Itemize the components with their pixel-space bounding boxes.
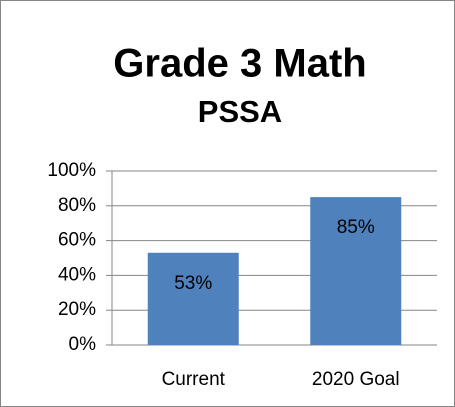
y-tick-label: 0% (69, 334, 97, 355)
chart-title: Grade 3 Math (113, 42, 366, 86)
bar (310, 197, 402, 345)
y-tick-label: 60% (58, 230, 96, 251)
x-tick-label: Current (162, 369, 226, 390)
y-tick-label: 40% (58, 264, 96, 285)
y-tick-label: 80% (58, 195, 96, 216)
value-label: 85% (337, 217, 375, 238)
value-label: 53% (174, 273, 212, 294)
y-tick-label: 100% (47, 160, 96, 181)
y-tick-label: 20% (58, 299, 96, 320)
x-tick-label: 2020 Goal (312, 369, 400, 390)
bar (147, 252, 239, 345)
chart-subtitle: PSSA (198, 94, 282, 129)
